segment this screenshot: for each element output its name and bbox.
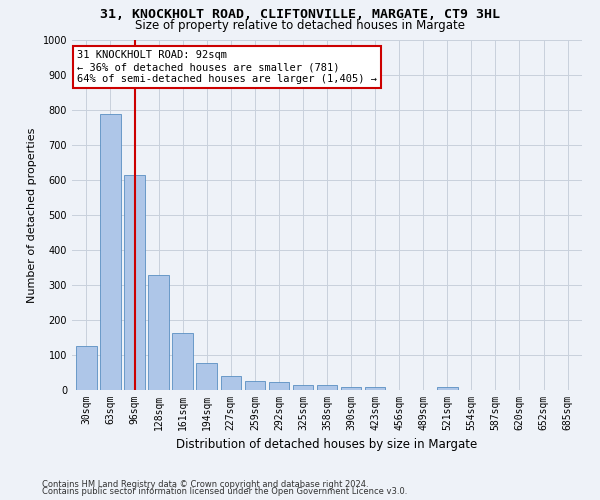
Y-axis label: Number of detached properties: Number of detached properties [27, 128, 37, 302]
Bar [245, 380, 265, 390]
Bar [365, 386, 385, 390]
Bar [124, 175, 145, 390]
Bar [437, 387, 458, 390]
Text: 31 KNOCKHOLT ROAD: 92sqm
← 36% of detached houses are smaller (781)
64% of semi-: 31 KNOCKHOLT ROAD: 92sqm ← 36% of detach… [77, 50, 377, 84]
Bar [100, 114, 121, 390]
Bar [148, 275, 169, 390]
Bar [317, 385, 337, 390]
Text: Size of property relative to detached houses in Margate: Size of property relative to detached ho… [135, 19, 465, 32]
Bar [293, 385, 313, 390]
Bar [172, 333, 193, 390]
Bar [269, 382, 289, 390]
Text: Contains HM Land Registry data © Crown copyright and database right 2024.: Contains HM Land Registry data © Crown c… [42, 480, 368, 489]
Text: 31, KNOCKHOLT ROAD, CLIFTONVILLE, MARGATE, CT9 3HL: 31, KNOCKHOLT ROAD, CLIFTONVILLE, MARGAT… [100, 8, 500, 20]
Bar [76, 346, 97, 390]
Bar [221, 376, 241, 390]
Bar [196, 362, 217, 390]
Bar [341, 387, 361, 390]
Text: Contains public sector information licensed under the Open Government Licence v3: Contains public sector information licen… [42, 487, 407, 496]
X-axis label: Distribution of detached houses by size in Margate: Distribution of detached houses by size … [176, 438, 478, 452]
